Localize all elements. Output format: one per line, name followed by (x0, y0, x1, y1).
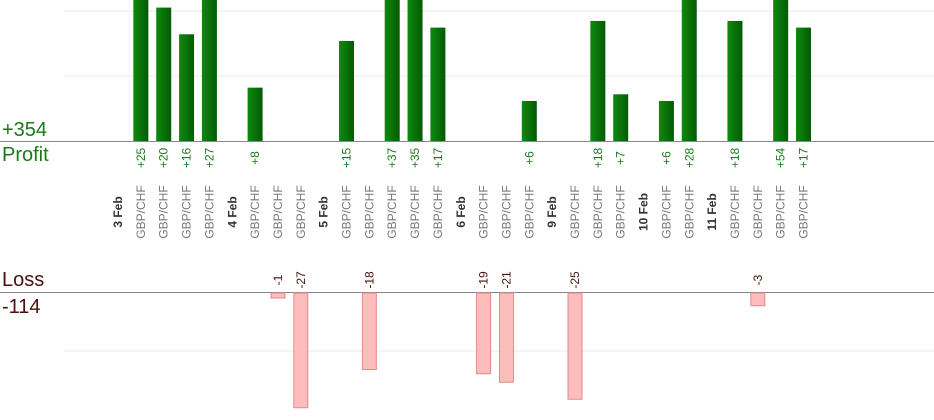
pair-label: GBP/CHF (499, 185, 513, 238)
profit-bar (339, 40, 354, 142)
profit-value-label: +27 (202, 147, 216, 168)
profit-value-label: +6 (659, 151, 673, 165)
profit-value-label: +8 (248, 151, 262, 165)
loss-total: -114 (2, 296, 41, 318)
date-label: 6 Feb (454, 196, 468, 227)
pair-label: GBP/CHF (340, 185, 354, 238)
loss-value-label: -21 (499, 271, 513, 289)
loss-bar (293, 292, 309, 409)
profit-value-label: +18 (728, 147, 742, 168)
pair-label: GBP/CHF (522, 185, 536, 238)
profit-value-label: +25 (134, 147, 148, 168)
pair-label: GBP/CHF (431, 185, 445, 238)
date-label: 3 Feb (111, 196, 125, 227)
profit-bar (407, 0, 423, 141)
pair-label: GBP/CHF (385, 185, 399, 238)
pair-label: GBP/CHF (751, 185, 765, 238)
pair-label: GBP/CHF (568, 185, 582, 238)
profit-bar (796, 27, 811, 141)
pair-label: GBP/CHF (728, 185, 742, 238)
date-label: 5 Feb (317, 196, 331, 227)
profit-bar (430, 27, 446, 141)
loss-bar (270, 292, 286, 299)
loss-value-label: -3 (751, 274, 765, 285)
loss-bar (750, 292, 766, 307)
profit-value-label: +7 (614, 151, 628, 165)
pair-label: GBP/CHF (362, 185, 376, 238)
profit-bar (773, 0, 789, 141)
pair-label: GBP/CHF (797, 185, 811, 238)
profit-value-label: +18 (591, 147, 605, 168)
profit-value-label: +15 (340, 147, 354, 168)
profit-value-label: +37 (385, 147, 399, 168)
pair-label: GBP/CHF (682, 185, 696, 238)
profit-bar (658, 100, 674, 141)
profit-bar (727, 20, 743, 141)
loss-bar (498, 292, 514, 383)
profit-value-label: +35 (408, 147, 422, 168)
pair-label: GBP/CHF (294, 185, 308, 238)
profit-value-label: +28 (682, 147, 696, 168)
profit-value-label: +20 (157, 147, 171, 168)
loss-bar (567, 292, 583, 400)
pair-label: GBP/CHF (271, 185, 285, 238)
profit-bar (133, 0, 149, 141)
loss-value-label: -27 (294, 271, 308, 289)
pair-label: GBP/CHF (157, 185, 171, 238)
profit-bar (384, 0, 400, 141)
profit-value-label: +6 (522, 151, 536, 165)
pair-label: GBP/CHF (202, 185, 216, 238)
pair-label: GBP/CHF (248, 185, 262, 238)
loss-bar (476, 292, 492, 375)
profit-bar (201, 0, 217, 141)
pair-label: GBP/CHF (614, 185, 628, 238)
profit-bar (613, 94, 629, 141)
pair-label: GBP/CHF (134, 185, 148, 238)
loss-value-label: -25 (568, 271, 582, 289)
bars (133, 0, 811, 409)
profit-total: +354 (2, 119, 48, 141)
date-label: 11 Feb (705, 193, 719, 230)
profit-bar (590, 20, 606, 141)
profit-bar (179, 34, 195, 141)
profit-bar (681, 0, 697, 141)
pair-label: GBP/CHF (659, 185, 673, 238)
profit-value-label: +54 (774, 147, 788, 168)
date-label: 10 Feb (637, 193, 651, 231)
profit-bar (521, 100, 537, 141)
profit-label: Profit (2, 144, 49, 166)
profit-bar (156, 7, 172, 141)
loss-value-label: -19 (477, 271, 491, 289)
loss-value-label: -1 (271, 274, 285, 285)
pair-label: GBP/CHF (180, 185, 194, 238)
profit-value-label: +17 (431, 147, 445, 168)
labels: 3 Feb GBP/CHF +25 GBP/CHF +20 GBP/CHF +16 GBP/C… (111, 147, 811, 288)
date-label: 4 Feb (225, 196, 239, 227)
pair-label: GBP/CHF (774, 185, 788, 238)
profit-value-label: +16 (180, 147, 194, 168)
loss-label: Loss (2, 269, 45, 291)
pair-label: GBP/CHF (408, 185, 422, 238)
pair-label: GBP/CHF (477, 185, 491, 238)
date-label: 9 Feb (545, 196, 559, 227)
pair-label: GBP/CHF (591, 185, 605, 238)
loss-bar (361, 292, 377, 370)
loss-value-label: -18 (362, 271, 376, 289)
profit-bar (247, 87, 263, 141)
profit-value-label: +17 (797, 147, 811, 168)
